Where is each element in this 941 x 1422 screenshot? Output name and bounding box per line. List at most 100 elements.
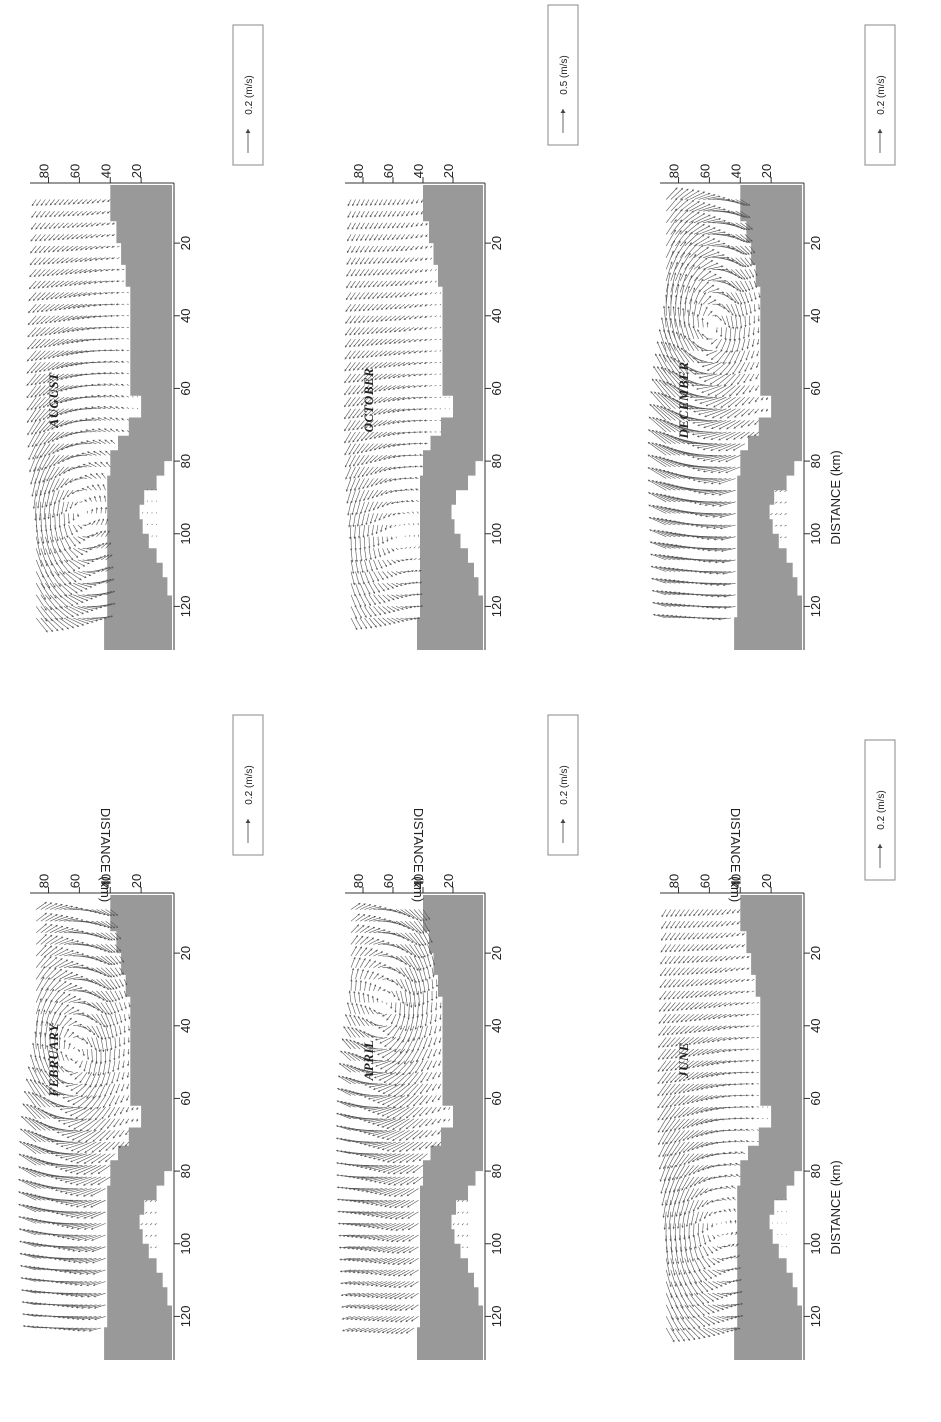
current-vector [49,925,64,934]
vector-head [127,1052,130,1055]
vector-head [65,959,68,962]
vector-head [392,1036,395,1039]
current-vector [59,1004,69,1015]
vector-head [39,998,42,1001]
current-vector [671,1013,681,1024]
current-vector [355,1028,365,1038]
vector-head [683,949,686,952]
current-vector [386,1141,406,1152]
vector-head [61,1002,64,1005]
current-vector [68,998,82,1003]
vector-head [711,1225,714,1228]
vector-head [83,1172,86,1175]
current-vector [698,1292,710,1304]
current-vector [707,1292,719,1300]
vector-head [353,957,356,960]
vector-head [368,1318,371,1321]
current-vector [397,1048,410,1065]
current-vector [401,1211,415,1220]
current-vector [43,1056,51,1073]
vector-head [336,1137,339,1140]
vector-head [414,1027,417,1030]
current-vector [68,987,83,992]
current-vector [40,945,53,957]
current-vector [392,1095,410,1109]
vector-head [121,984,124,987]
vector-head [91,1017,94,1020]
current-vector [377,1153,397,1161]
current-vector [54,1024,59,1038]
vector-head [404,989,407,992]
y-tick-label: 20 [441,874,456,888]
current-vector [21,1179,41,1189]
vector-head [43,1097,46,1100]
current-vector [421,1060,428,1072]
vector-head [389,1296,392,1299]
vector-head [701,936,704,939]
vector-head [70,1215,73,1218]
current-vector [400,955,412,968]
vector-head [64,1282,67,1285]
vector-head [349,1282,352,1285]
current-vector [422,979,426,993]
vector-head [408,1227,411,1230]
vector-head [718,993,721,996]
current-vector [682,1211,685,1228]
current-vector [401,1072,415,1087]
y-tick-label: 80 [351,874,366,888]
vector-head [420,1091,423,1094]
current-vector [54,1258,74,1260]
current-vector [361,1188,379,1192]
vector-head [399,1160,402,1163]
vector-head [65,1085,68,1088]
vector-head [93,1283,96,1286]
vector-head [76,917,79,921]
vector-head [425,1146,428,1149]
vector-head [746,990,749,993]
current-vector [31,1092,46,1108]
vector-head [671,1215,674,1218]
vector-head [704,994,707,997]
vector-head [341,1076,344,1079]
current-vector [336,1137,352,1143]
current-vector [83,1176,102,1186]
current-vector [412,1002,415,1020]
current-vector [349,1014,356,1026]
current-vector [110,1025,114,1039]
vector-head [76,1205,79,1208]
vector-head [379,905,382,909]
vector-head [437,1120,440,1124]
current-vector [667,1002,676,1012]
vector-head [676,1008,679,1011]
current-vector [75,1106,92,1119]
vector-head [368,1330,371,1333]
current-vector [373,907,387,910]
vector-head [101,1010,104,1013]
current-vector [371,1292,383,1298]
current-vector [126,430,130,433]
current-vector [725,1221,727,1224]
vector-head [692,937,695,940]
current-vector [28,1266,46,1271]
vector-head [355,1329,358,1332]
y-tick-label: 20 [129,874,144,888]
current-vector [49,958,63,968]
vector-head [21,1116,24,1119]
current-vector [360,1246,374,1250]
current-vector [49,903,63,910]
vector-head [105,1148,108,1151]
current-vector [24,1277,41,1282]
current-vector [381,1000,383,1003]
current-vector [405,1014,410,1032]
vector-head [87,1306,90,1309]
vector-head [128,1005,131,1008]
current-vector [382,1258,397,1264]
current-vector [372,1048,388,1053]
current-vector [409,932,421,947]
vector-head [94,1048,97,1051]
current-vector [368,1095,388,1100]
current-vector [59,1106,78,1110]
vector-head [66,948,69,951]
vector-head [127,1029,131,1031]
